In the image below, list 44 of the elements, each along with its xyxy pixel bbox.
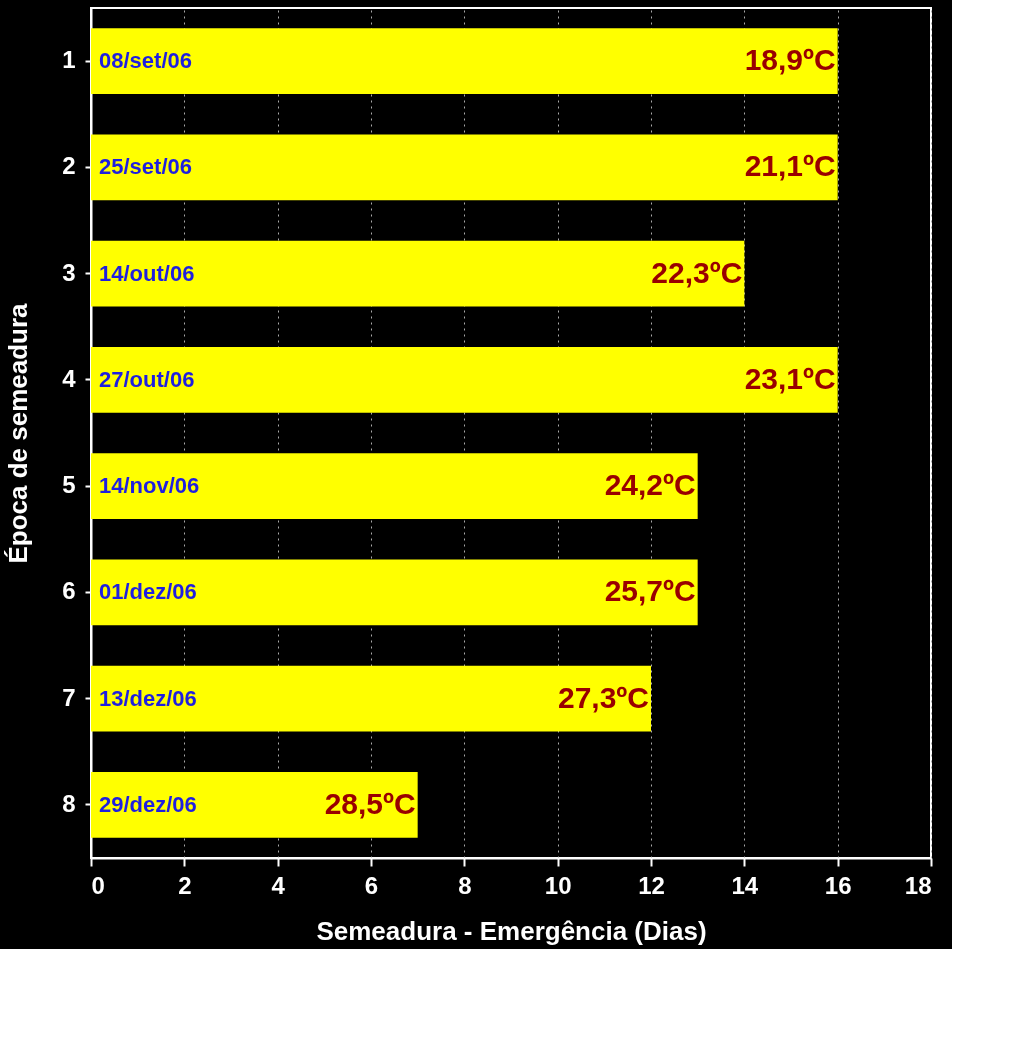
bar <box>91 559 698 626</box>
bar <box>91 453 698 520</box>
y-tick-label: 8 <box>62 789 76 817</box>
x-tick-label: 4 <box>271 871 286 899</box>
bar <box>91 771 418 838</box>
bar <box>91 346 838 413</box>
x-tick-label: 18 <box>904 871 932 899</box>
y-axis-title: Época de semeadura <box>3 302 34 564</box>
y-tick-label: 3 <box>62 258 76 286</box>
annotation: 14/nov/06 <box>99 473 200 499</box>
x-tick-label: 10 <box>544 871 572 899</box>
bar <box>91 134 838 201</box>
x-tick-label: 0 <box>91 871 105 899</box>
annotation: 08/set/06 <box>99 48 192 74</box>
x-axis-title: Semeadura - Emergência (Dias) <box>316 915 707 946</box>
annotation: 27,3ºC <box>557 680 649 714</box>
annotation: 23,1ºC <box>744 361 836 395</box>
annotation: 28,5ºC <box>324 786 416 820</box>
x-tick-label: 16 <box>824 871 852 899</box>
annotation: 21,1ºC <box>744 149 836 183</box>
x-tick-label: 6 <box>364 871 379 899</box>
y-tick-label: 5 <box>62 471 76 499</box>
x-tick-label: 2 <box>178 871 192 899</box>
bar <box>91 28 838 95</box>
annotation: 25/set/06 <box>99 154 192 180</box>
annotation: 25,7ºC <box>604 574 696 608</box>
x-tick-label: 8 <box>458 871 472 899</box>
bar <box>91 240 745 307</box>
annotation: 18,9ºC <box>744 43 836 77</box>
annotation: 13/dez/06 <box>99 685 197 711</box>
y-tick-label: 4 <box>62 364 77 392</box>
annotation: 29/dez/06 <box>99 791 197 817</box>
bar <box>91 665 651 732</box>
annotation: 22,3ºC <box>651 255 743 289</box>
y-tick-label: 2 <box>62 152 76 180</box>
annotation: 14/out/06 <box>99 260 195 286</box>
y-tick-label: 6 <box>62 577 76 605</box>
y-tick-label: 7 <box>62 683 76 711</box>
annotation: 27/out/06 <box>99 366 195 392</box>
y-tick-label: 1 <box>62 46 76 74</box>
x-tick-label: 14 <box>731 871 759 899</box>
annotation: 01/dez/06 <box>99 579 197 605</box>
annotation: 24,2ºC <box>604 468 696 502</box>
x-tick-label: 12 <box>638 871 665 899</box>
